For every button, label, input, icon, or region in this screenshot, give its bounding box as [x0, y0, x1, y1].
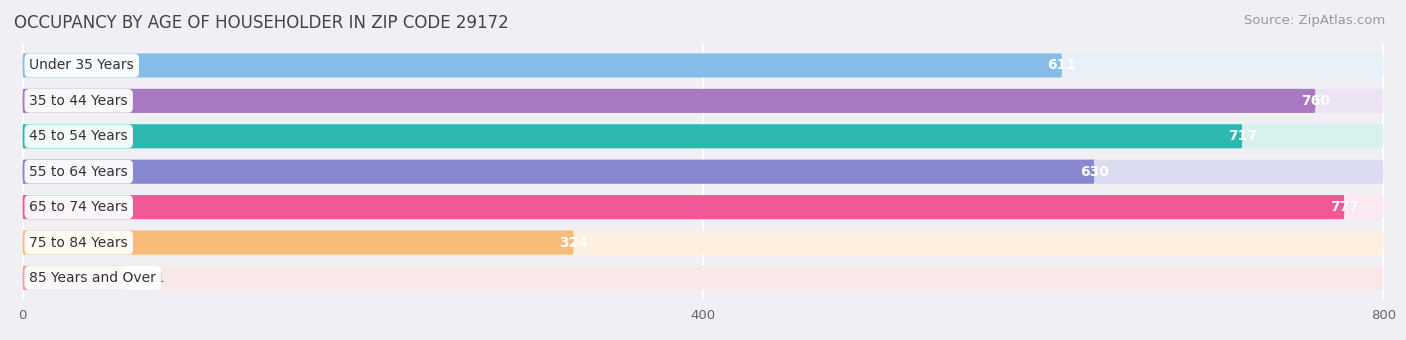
Text: Under 35 Years: Under 35 Years	[30, 58, 134, 72]
FancyBboxPatch shape	[22, 53, 1062, 78]
Text: 611: 611	[1047, 58, 1077, 72]
Text: 717: 717	[1227, 129, 1257, 143]
FancyBboxPatch shape	[22, 231, 1384, 255]
Text: 630: 630	[1080, 165, 1109, 179]
Text: 45 to 54 Years: 45 to 54 Years	[30, 129, 128, 143]
FancyBboxPatch shape	[22, 124, 1243, 148]
Text: OCCUPANCY BY AGE OF HOUSEHOLDER IN ZIP CODE 29172: OCCUPANCY BY AGE OF HOUSEHOLDER IN ZIP C…	[14, 14, 509, 32]
Text: 65 to 74 Years: 65 to 74 Years	[30, 200, 128, 214]
FancyBboxPatch shape	[22, 266, 1384, 290]
FancyBboxPatch shape	[22, 160, 1384, 184]
Text: 85 Years and Over: 85 Years and Over	[30, 271, 156, 285]
FancyBboxPatch shape	[22, 195, 1344, 219]
FancyBboxPatch shape	[22, 53, 1384, 78]
Text: Source: ZipAtlas.com: Source: ZipAtlas.com	[1244, 14, 1385, 27]
Text: 760: 760	[1301, 94, 1330, 108]
Text: 55 to 64 Years: 55 to 64 Years	[30, 165, 128, 179]
Text: 324: 324	[560, 236, 588, 250]
Text: 777: 777	[1330, 200, 1358, 214]
FancyBboxPatch shape	[22, 89, 1384, 113]
FancyBboxPatch shape	[22, 266, 127, 290]
FancyBboxPatch shape	[22, 195, 1384, 219]
Text: 35 to 44 Years: 35 to 44 Years	[30, 94, 128, 108]
FancyBboxPatch shape	[22, 124, 1384, 148]
Text: 61: 61	[146, 271, 165, 285]
Text: 75 to 84 Years: 75 to 84 Years	[30, 236, 128, 250]
FancyBboxPatch shape	[22, 231, 574, 255]
FancyBboxPatch shape	[22, 89, 1316, 113]
FancyBboxPatch shape	[22, 160, 1094, 184]
